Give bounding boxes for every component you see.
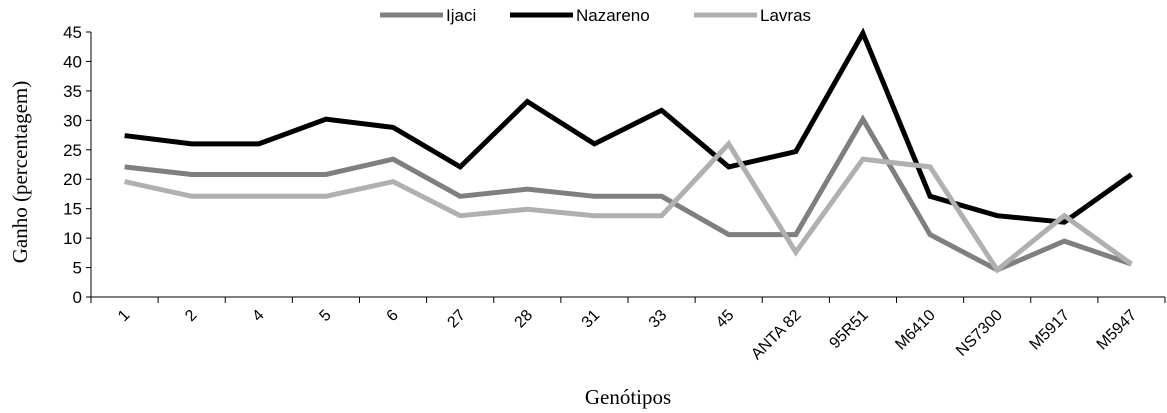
x-tick-label: 6 [384,307,402,325]
series-line-nazareno [124,27,1133,225]
y-axis: 0 5 10 15 20 25 30 35 40 45 [63,23,92,307]
y-tick-label: 0 [73,288,82,307]
y-tick-label: 35 [63,82,82,101]
legend: Ijaci Nazareno Lavras [380,6,811,25]
y-tick-label: 40 [63,52,82,71]
y-tick-label: 45 [63,23,82,42]
legend-label: Ijaci [446,6,476,25]
series-line-lavras [124,139,1133,274]
x-tick-label: 5 [316,307,334,325]
legend-label: Nazareno [576,6,650,25]
x-tick-label: 27 [444,307,469,332]
y-tick-label: 20 [63,170,82,189]
x-tick-label: 2 [182,307,200,325]
x-tick-label: M5917 [1027,307,1074,354]
series-lines [124,27,1133,274]
x-axis: 1 2 4 5 6 27 28 31 33 45 ANTA 82 95R51 M6410 NS7300 M5… [90,296,1166,364]
y-tick-label: 5 [73,259,82,278]
x-tick-label: 4 [249,307,267,325]
x-tick-label: 95R51 [826,307,871,352]
legend-label: Lavras [760,6,811,25]
y-tick-label: 25 [63,141,82,160]
series-line-ijaci [124,114,1133,273]
x-tick-label: 31 [579,307,604,332]
x-tick-label: M6410 [892,307,939,354]
y-tick-label: 10 [63,229,82,248]
y-tick-label: 15 [63,200,82,219]
x-tick-label: 33 [646,307,671,332]
x-tick-label: 1 [115,307,133,325]
y-axis-title: Ganho (percentagem) [8,81,32,264]
x-tick-label: 45 [713,307,738,332]
x-tick-label: M5947 [1094,307,1141,354]
x-axis-title: Genótipos [585,385,671,409]
x-tick-label: NS7300 [953,307,1006,360]
x-tick-label: 28 [512,307,537,332]
x-tick-label: ANTA 82 [748,307,805,364]
y-tick-label: 30 [63,111,82,130]
